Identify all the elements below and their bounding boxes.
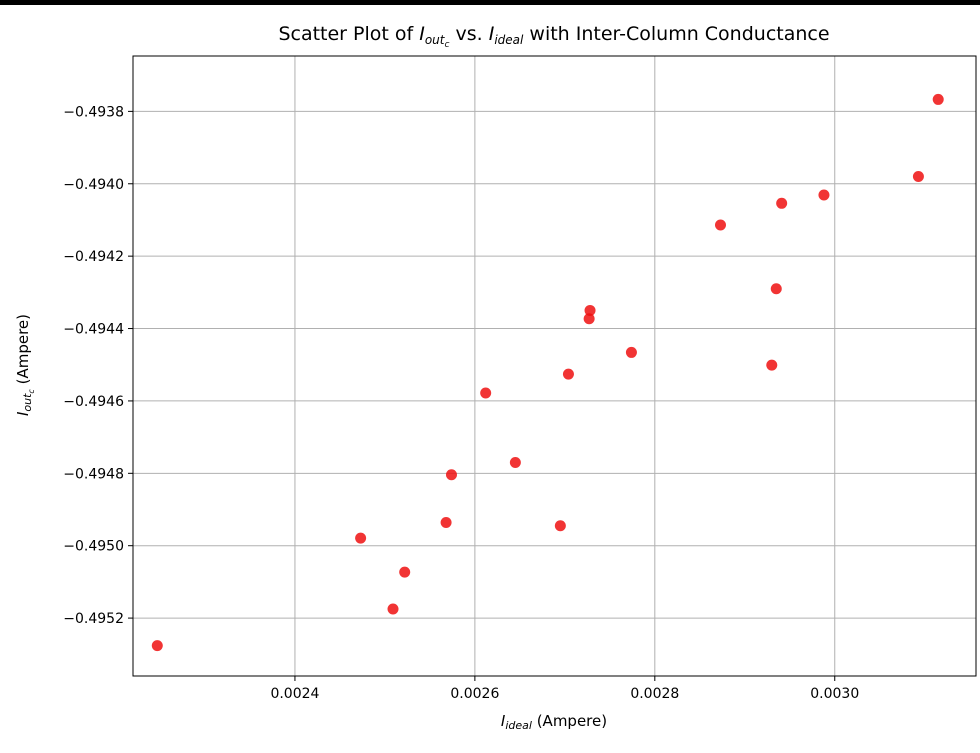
- data-point: [776, 197, 788, 209]
- y-tick-label: −0.4950: [63, 539, 124, 555]
- plot-frame: [132, 55, 977, 677]
- x-tick-label: 0.0026: [450, 686, 499, 702]
- x-tick-label: 0.0028: [630, 686, 679, 702]
- y-axis-label: Ioutc (Ampere): [14, 314, 36, 416]
- y-tick-label: −0.4946: [63, 394, 124, 410]
- data-point: [584, 304, 596, 316]
- data-point: [932, 93, 944, 105]
- data-point: [818, 189, 830, 201]
- data-point: [509, 456, 521, 468]
- data-point: [445, 469, 457, 481]
- data-point: [625, 346, 637, 358]
- x-tick-label: 0.0030: [810, 686, 859, 702]
- data-point: [399, 566, 411, 578]
- data-point: [151, 640, 163, 652]
- data-point: [912, 171, 924, 183]
- x-axis-ticks: 0.0024 0.0026 0.0028 0.0030: [270, 676, 859, 702]
- data-point: [562, 368, 574, 380]
- y-axis-ticks: −0.4938 −0.4940 −0.4942 −0.4944 −0.4946 −0.49…: [63, 104, 133, 627]
- grid-lines: [133, 56, 976, 676]
- data-point: [440, 517, 452, 529]
- y-tick-label: −0.4944: [63, 322, 124, 338]
- data-point: [766, 359, 778, 371]
- y-tick-label: −0.4948: [63, 466, 124, 482]
- y-tick-label: −0.4938: [63, 104, 124, 120]
- chart-title: Scatter Plot of Ioutc vs. Iideal with In…: [278, 23, 829, 50]
- y-tick-label: −0.4942: [63, 249, 124, 265]
- figure-background: [0, 5, 980, 753]
- window-top-edge: [0, 0, 980, 5]
- x-tick-label: 0.0024: [270, 686, 319, 702]
- y-tick-label: −0.4940: [63, 177, 124, 193]
- data-point: [554, 520, 566, 532]
- data-point: [583, 313, 595, 325]
- data-points: [151, 93, 944, 652]
- data-point: [714, 219, 726, 231]
- x-axis-label: Iideal (Ampere): [501, 712, 607, 732]
- data-point: [355, 532, 367, 544]
- y-tick-label: −0.4952: [63, 611, 124, 627]
- data-point: [387, 603, 399, 615]
- data-point: [480, 387, 492, 399]
- data-point: [770, 283, 782, 295]
